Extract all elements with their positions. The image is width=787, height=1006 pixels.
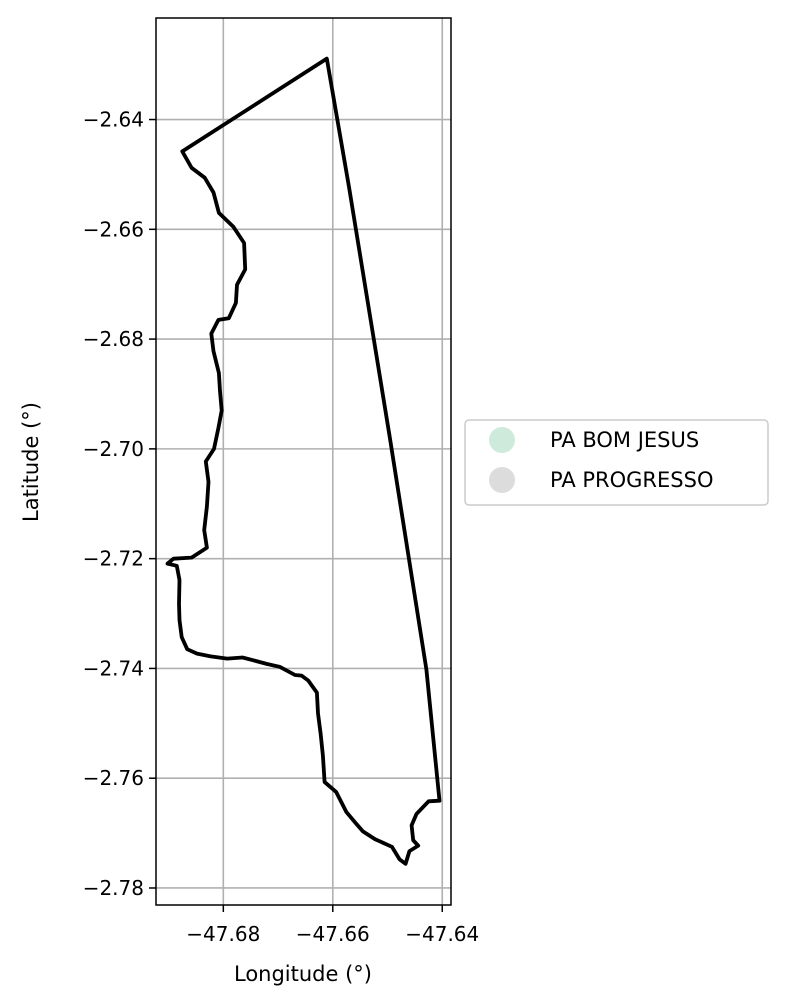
y-tick-label: −2.70 [83,437,144,461]
y-tick-label: −2.74 [83,656,144,680]
legend-label: PA PROGRESSO [550,468,713,492]
x-tick-label: −47.64 [405,922,479,946]
y-axis-ticks: −2.64 −2.66 −2.68 −2.70 −2.72 −2.74 −2.76 −2.78 [83,108,156,900]
legend-items: PA BOM JESUS PA PROGRESSO [489,427,713,493]
y-tick-label: −2.76 [83,766,144,790]
legend-box [464,419,769,506]
x-tick-label: −47.66 [296,922,370,946]
legend: PA BOM JESUS PA PROGRESSO [464,419,769,506]
plot-frame [155,17,452,906]
legend-marker [489,467,515,493]
y-tick-label: −2.72 [83,547,144,571]
y-tick-label: −2.68 [83,327,144,351]
legend-label: PA BOM JESUS [550,428,699,452]
y-axis-label: Latitude (°) [19,402,43,522]
x-axis-ticks: −47.68 −47.66 −47.64 [186,905,479,946]
x-axis-label: Longitude (°) [234,962,372,986]
y-tick-label: −2.66 [83,217,144,241]
y-tick-label: −2.78 [83,876,144,900]
settlement-boundary [165,56,442,866]
y-tick-label: −2.64 [83,108,144,132]
x-tick-label: −47.68 [186,922,260,946]
gridlines [156,18,451,905]
boundary-layer [165,56,442,866]
legend-marker [489,427,515,453]
